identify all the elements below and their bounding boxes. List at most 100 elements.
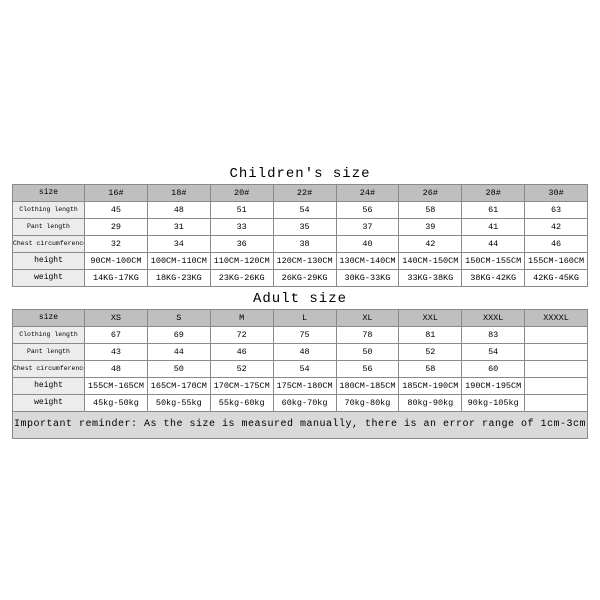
children-header-row: size 16# 18# 20# 22# 24# 26# 28# 30# (13, 184, 588, 201)
row-label: weight (13, 394, 85, 411)
cell: 14KG-17KG (85, 269, 148, 286)
cell: 90kg-105kg (462, 394, 525, 411)
cell: 38KG-42KG (462, 269, 525, 286)
row-label: Chest circumference 1/2 (13, 360, 85, 377)
cell: 110CM-120CM (210, 252, 273, 269)
col-header: XXL (399, 309, 462, 326)
cell: 38 (273, 235, 336, 252)
adult-header-row: size XS S M L XL XXL XXXL XXXXL (13, 309, 588, 326)
cell: 35 (273, 218, 336, 235)
col-header: 26# (399, 184, 462, 201)
table-row: height 90CM-100CM 100CM-110CM 110CM-120C… (13, 252, 588, 269)
row-label: Pant length (13, 218, 85, 235)
cell: 150CM-155CM (462, 252, 525, 269)
cell: 61 (462, 201, 525, 218)
cell: 170CM-175CM (210, 377, 273, 394)
col-header: 24# (336, 184, 399, 201)
cell: 180CM-185CM (336, 377, 399, 394)
cell: 48 (273, 343, 336, 360)
cell: 50kg-55kg (147, 394, 210, 411)
cell: 51 (210, 201, 273, 218)
cell: 54 (273, 360, 336, 377)
cell: 36 (210, 235, 273, 252)
col-header: S (147, 309, 210, 326)
cell: 37 (336, 218, 399, 235)
adult-title: Adult size (253, 291, 347, 307)
col-header: XS (85, 309, 148, 326)
cell: 185CM-190CM (399, 377, 462, 394)
cell (525, 360, 588, 377)
cell: 58 (399, 360, 462, 377)
col-header: 22# (273, 184, 336, 201)
col-header: size (13, 309, 85, 326)
cell: 33KG-38KG (399, 269, 462, 286)
col-header: size (13, 184, 85, 201)
cell: 42KG-45KG (525, 269, 588, 286)
page-wrap: Children's size size 16# 18# 20# 22# 24#… (0, 0, 600, 600)
cell: 44 (147, 343, 210, 360)
cell: 69 (147, 326, 210, 343)
cell: 43 (85, 343, 148, 360)
cell: 41 (462, 218, 525, 235)
row-label: height (13, 252, 85, 269)
table-row: Pant length 43 44 46 48 50 52 54 (13, 343, 588, 360)
cell: 42 (399, 235, 462, 252)
cell: 45kg-50kg (85, 394, 148, 411)
cell: 56 (336, 360, 399, 377)
col-header: XL (336, 309, 399, 326)
cell: 80kg-90kg (399, 394, 462, 411)
table-row: height 155CM-165CM 165CM-170CM 170CM-175… (13, 377, 588, 394)
cell: 40 (336, 235, 399, 252)
cell (525, 343, 588, 360)
cell: 33 (210, 218, 273, 235)
row-label: Pant length (13, 343, 85, 360)
cell: 58 (399, 201, 462, 218)
table-row: Chest circumference 1/2 32 34 36 38 40 4… (13, 235, 588, 252)
cell: 55kg-60kg (210, 394, 273, 411)
cell: 46 (525, 235, 588, 252)
cell: 18KG-23KG (147, 269, 210, 286)
cell: 46 (210, 343, 273, 360)
col-header: 20# (210, 184, 273, 201)
cell: 155CM-160CM (525, 252, 588, 269)
cell: 155CM-165CM (85, 377, 148, 394)
col-header: 16# (85, 184, 148, 201)
cell: 48 (85, 360, 148, 377)
cell: 54 (273, 201, 336, 218)
cell: 23KG-26KG (210, 269, 273, 286)
table-row: Pant length 29 31 33 35 37 39 41 42 (13, 218, 588, 235)
cell: 75 (273, 326, 336, 343)
col-header: XXXXL (525, 309, 588, 326)
children-title: Children's size (229, 166, 370, 182)
col-header: M (210, 309, 273, 326)
row-label: weight (13, 269, 85, 286)
cell: 31 (147, 218, 210, 235)
cell (525, 394, 588, 411)
cell: 34 (147, 235, 210, 252)
col-header: 28# (462, 184, 525, 201)
cell: 32 (85, 235, 148, 252)
cell: 72 (210, 326, 273, 343)
cell: 50 (336, 343, 399, 360)
cell: 60kg-70kg (273, 394, 336, 411)
col-header: XXXL (462, 309, 525, 326)
adult-size-table: size XS S M L XL XXL XXXL XXXXL Clothing… (12, 309, 588, 439)
cell: 130CM-140CM (336, 252, 399, 269)
row-label: height (13, 377, 85, 394)
cell: 100CM-110CM (147, 252, 210, 269)
row-label: Clothing length (13, 326, 85, 343)
cell: 140CM-150CM (399, 252, 462, 269)
cell (525, 377, 588, 394)
cell: 44 (462, 235, 525, 252)
cell: 52 (210, 360, 273, 377)
col-header: 30# (525, 184, 588, 201)
col-header: 18# (147, 184, 210, 201)
cell: 29 (85, 218, 148, 235)
cell: 48 (147, 201, 210, 218)
cell: 60 (462, 360, 525, 377)
cell: 45 (85, 201, 148, 218)
cell: 67 (85, 326, 148, 343)
table-row: Chest circumference 1/2 48 50 52 54 56 5… (13, 360, 588, 377)
table-row: weight 14KG-17KG 18KG-23KG 23KG-26KG 26K… (13, 269, 588, 286)
cell: 70kg-80kg (336, 394, 399, 411)
